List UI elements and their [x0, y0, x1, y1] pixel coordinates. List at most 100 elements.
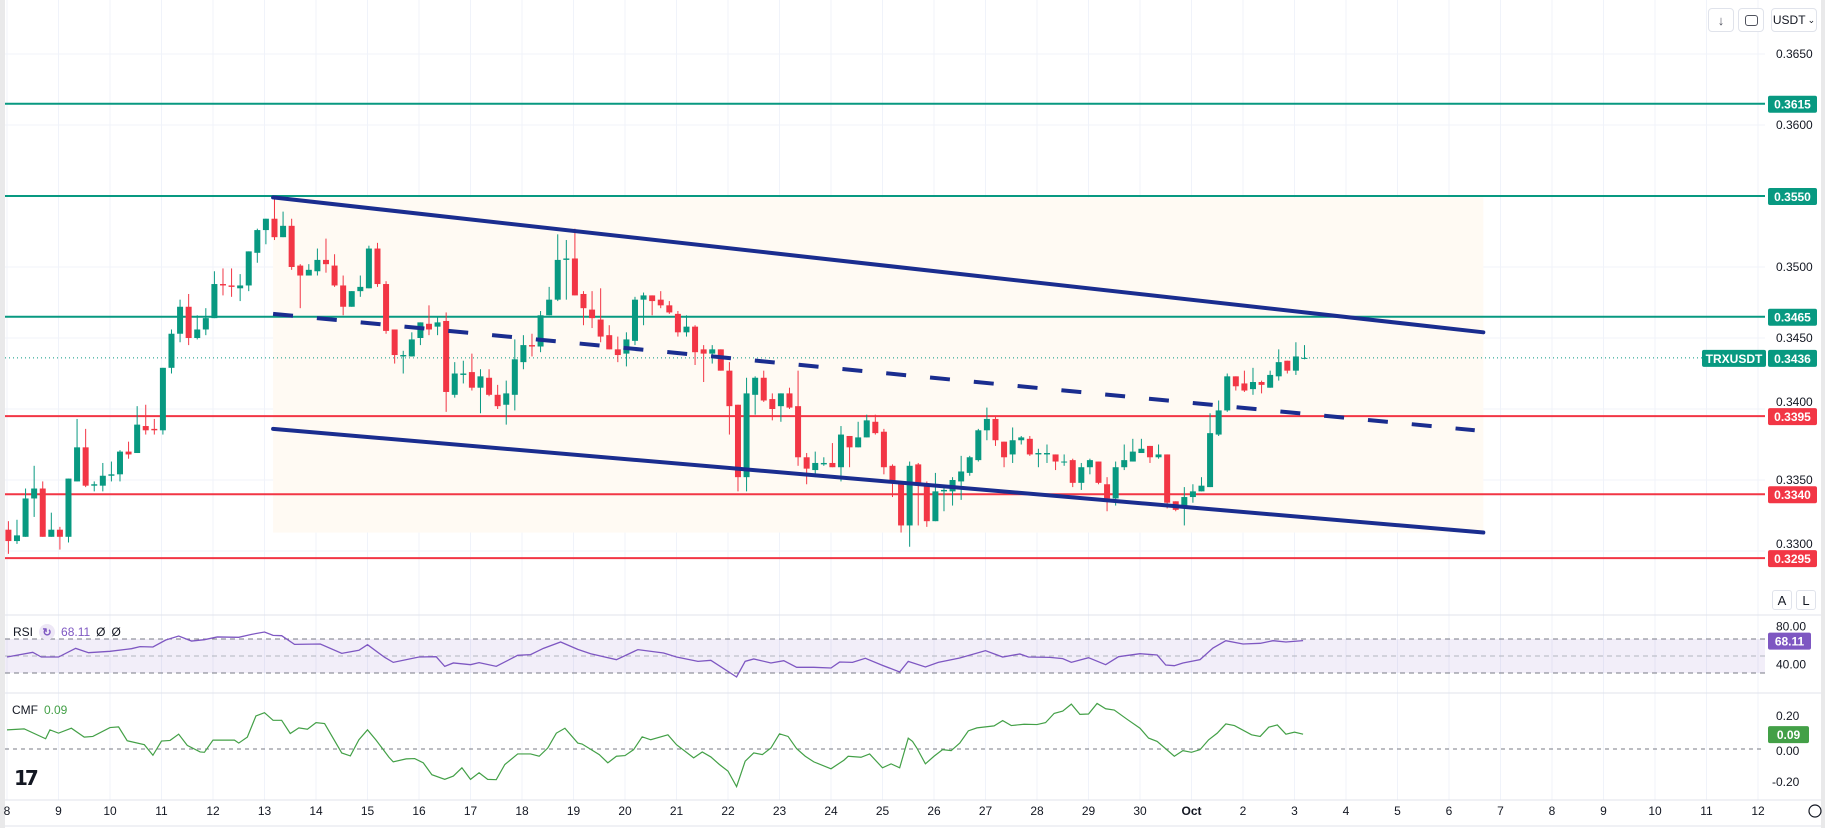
- candle-down: [829, 462, 836, 468]
- candle-up: [1249, 382, 1256, 390]
- candle-up: [305, 269, 312, 276]
- rsi-title: RSI: [13, 625, 34, 639]
- candle-down: [717, 349, 724, 371]
- date-tick-label: 6: [1446, 804, 1453, 818]
- horizontal-levels[interactable]: [5, 102, 1765, 560]
- candle-up: [855, 437, 862, 448]
- date-tick-label: 11: [155, 804, 168, 818]
- cmf-line: [6, 702, 1304, 789]
- tradingview-logo[interactable]: 17: [14, 766, 39, 790]
- candle-up: [983, 418, 990, 431]
- rsi-legend[interactable]: RSI ↻ 68.11 Ø Ø: [13, 624, 121, 640]
- date-tick-label: 5: [1394, 804, 1401, 818]
- candle-up: [245, 251, 252, 286]
- candle-up: [91, 484, 98, 486]
- date-tick-label: 8: [4, 804, 11, 818]
- candle-down: [1095, 461, 1102, 483]
- date-tick-label: 30: [1133, 804, 1147, 818]
- candle-up: [1198, 485, 1205, 492]
- rsi-tick-label: 40.00: [1776, 658, 1806, 672]
- scroll-to-latest-button[interactable]: ↓: [1708, 8, 1734, 32]
- cmf-value-badge-bg: [1768, 726, 1809, 744]
- currency-dropdown[interactable]: USDT ⌄: [1771, 8, 1817, 32]
- candle-up: [194, 329, 201, 338]
- date-tick-label: 28: [1030, 804, 1044, 818]
- candle-down: [486, 377, 493, 395]
- candle-up: [314, 259, 321, 272]
- candle-down: [872, 421, 879, 434]
- candle-up: [65, 478, 72, 537]
- currency-label: USDT: [1772, 13, 1806, 27]
- cmf-tick-label: 0.20: [1776, 709, 1800, 723]
- candle-up: [520, 345, 527, 363]
- level-badge: 0.3395: [1774, 410, 1811, 424]
- cmf-legend[interactable]: CMF 0.09: [12, 703, 67, 717]
- date-tick-label: 9: [55, 804, 62, 818]
- right-scrollbar[interactable]: [1821, 0, 1825, 828]
- candle-down: [1164, 454, 1171, 503]
- candle-up: [1086, 460, 1093, 468]
- refresh-icon[interactable]: ↻: [39, 624, 56, 640]
- candle-down: [391, 329, 398, 356]
- candle-up: [365, 248, 372, 289]
- channel-lines[interactable]: [271, 195, 1486, 535]
- candle-up: [1061, 461, 1068, 463]
- candle-down: [528, 345, 535, 347]
- level-badge-bg: [1768, 188, 1817, 205]
- date-tick-label: 10: [103, 804, 117, 818]
- candle-up: [1043, 453, 1050, 455]
- candle-up: [631, 299, 638, 341]
- rsi-line: [6, 631, 1304, 678]
- candle-up: [262, 218, 269, 231]
- candle-down: [1232, 376, 1239, 387]
- rsi-tick-label: 80.00: [1776, 620, 1806, 634]
- candle-up: [683, 326, 690, 333]
- date-tick-label: 24: [824, 804, 838, 818]
- date-tick-label: Oct: [1181, 804, 1201, 818]
- candle-up: [31, 488, 38, 499]
- candle-down: [494, 394, 501, 407]
- candle-down: [1104, 484, 1111, 499]
- candle-down: [331, 265, 338, 286]
- date-tick-label: 10: [1648, 804, 1662, 818]
- candle-up: [237, 285, 244, 289]
- candle-down: [649, 295, 656, 302]
- date-tick-label: 21: [670, 804, 684, 818]
- date-tick-label: 16: [412, 804, 426, 818]
- settings-icon[interactable]: [1808, 804, 1822, 818]
- candle-down: [880, 431, 887, 468]
- axes: 0.36500.36000.35000.34500.34000.33500.33…: [4, 47, 1822, 818]
- candle-down: [288, 225, 295, 267]
- rsi-value-badge-bg: [1768, 632, 1811, 650]
- price-tick-label: 0.3450: [1776, 331, 1813, 345]
- candle-up: [460, 373, 467, 375]
- auto-scale-button[interactable]: A: [1772, 590, 1792, 610]
- date-tick-label: 13: [258, 804, 272, 818]
- candle-up: [116, 451, 123, 475]
- candle-up: [1018, 437, 1025, 441]
- fullscreen-button[interactable]: [1738, 8, 1764, 32]
- candle-down: [425, 323, 432, 330]
- candle-down: [992, 418, 999, 441]
- candle-down: [795, 406, 802, 458]
- log-scale-button[interactable]: L: [1796, 590, 1816, 610]
- candle-up: [1275, 362, 1282, 377]
- candle-up: [1292, 356, 1299, 371]
- date-tick-label: 7: [1497, 804, 1504, 818]
- candles: [5, 198, 1308, 554]
- candle-up: [966, 457, 973, 473]
- candle-up: [177, 306, 184, 334]
- arrow-down-icon: ↓: [1717, 12, 1725, 28]
- date-tick-label: 11: [1700, 804, 1713, 818]
- candle-down: [1052, 454, 1059, 462]
- candle-down: [228, 285, 235, 287]
- date-tick-label: 20: [618, 804, 632, 818]
- candle-up: [1112, 467, 1119, 499]
- candle-up: [777, 393, 784, 407]
- candle-up: [640, 295, 647, 300]
- candle-up: [503, 393, 510, 405]
- candle-down: [468, 372, 475, 388]
- candle-up: [357, 286, 364, 292]
- candle-up: [563, 258, 570, 260]
